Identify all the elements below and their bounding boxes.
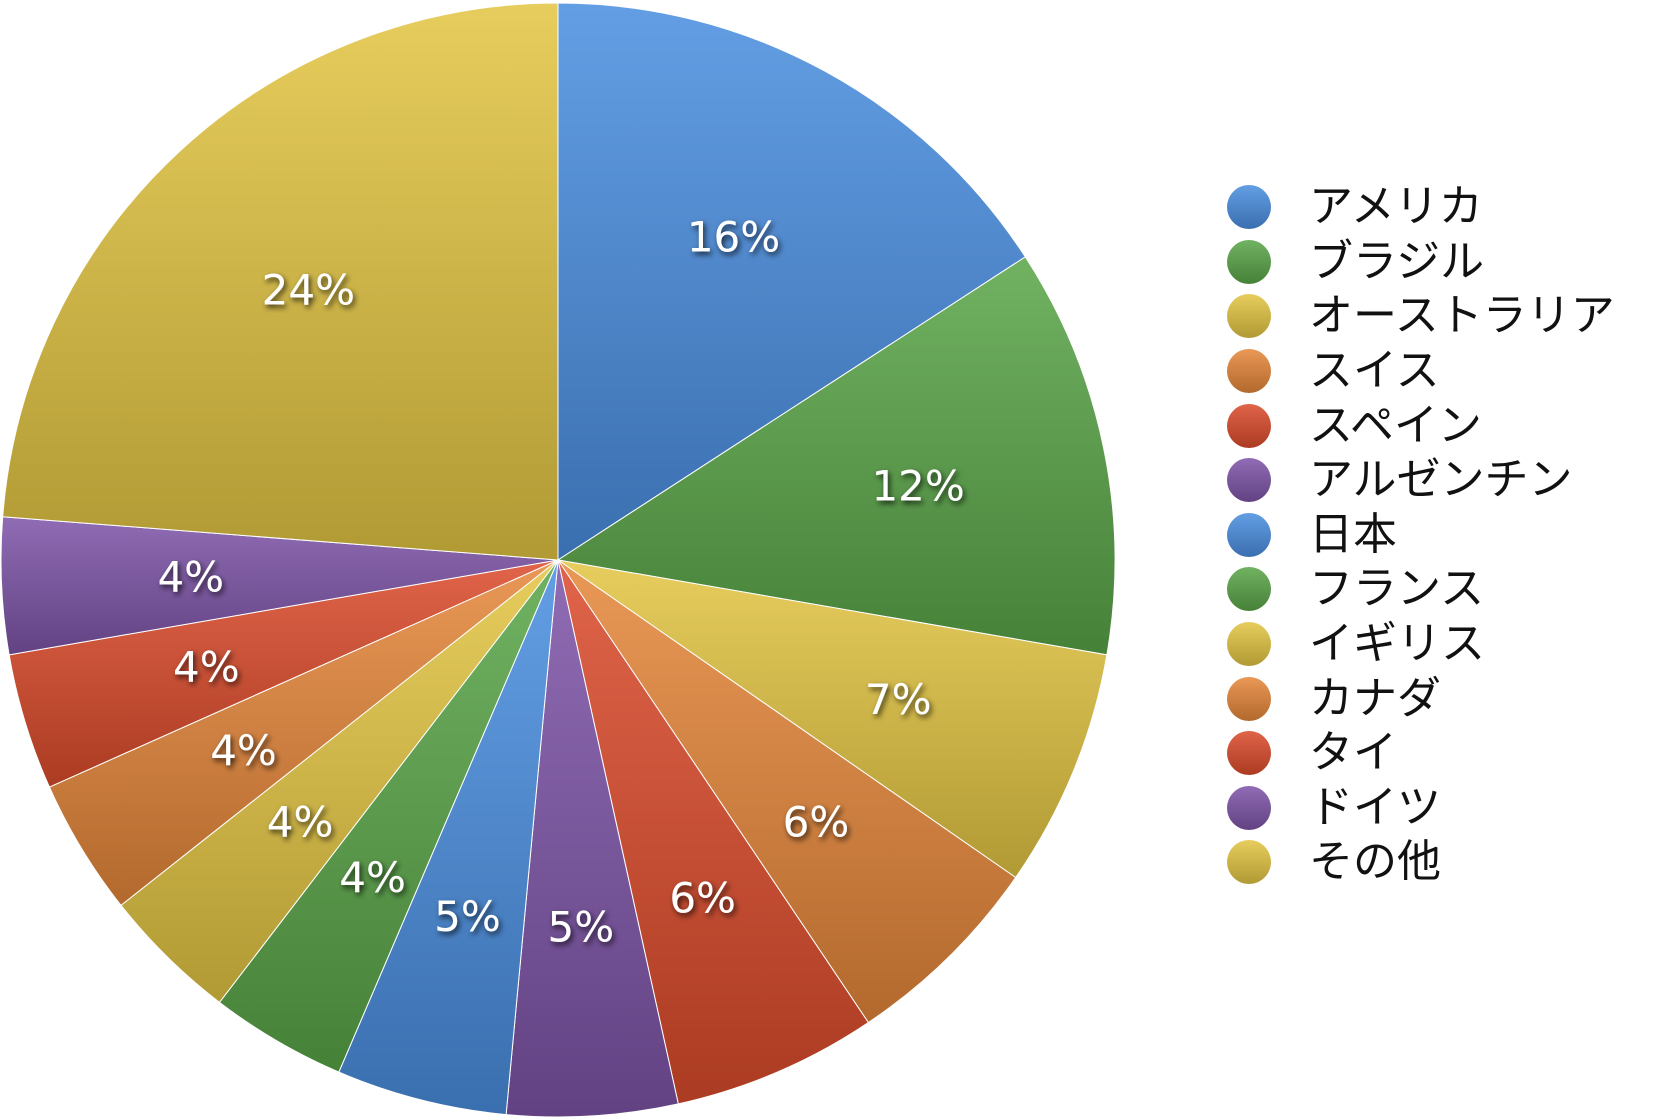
pie-data-label: 16%	[687, 212, 780, 261]
legend-swatch	[1227, 731, 1271, 776]
legend-swatch	[1227, 622, 1271, 667]
legend-item: アルゼンチン	[1227, 453, 1615, 508]
pie-data-labels: 16%12%7%6%6%5%5%4%4%4%4%4%24%	[157, 212, 964, 951]
legend-item: フランス	[1227, 562, 1615, 617]
legend-swatch	[1227, 512, 1271, 557]
legend-item: スペイン	[1227, 398, 1615, 453]
chart-legend: アメリカ ブラジル オーストラリア スイス スペイン アルゼンチン 日本 フランス イギリス カナ…	[1227, 180, 1615, 890]
pie-data-label: 5%	[434, 892, 501, 941]
legend-label: カナダ	[1309, 672, 1441, 724]
legend-item: カナダ	[1227, 671, 1615, 726]
legend-label: アルゼンチン	[1309, 454, 1573, 506]
pie-data-label: 5%	[548, 902, 615, 951]
legend-item: イギリス	[1227, 617, 1615, 672]
legend-item: オーストラリア	[1227, 289, 1615, 344]
legend-swatch	[1227, 567, 1271, 612]
legend-swatch	[1227, 239, 1271, 284]
legend-label: スペイン	[1309, 399, 1482, 451]
pie-slice-6	[505, 559, 679, 1118]
pie-slice-7	[338, 559, 559, 1116]
legend-label: スイス	[1309, 345, 1440, 397]
legend-swatch	[1227, 785, 1271, 830]
legend-swatch	[1227, 676, 1271, 721]
legend-swatch	[1227, 840, 1271, 885]
legend-item: 日本	[1227, 508, 1615, 563]
pie-data-label: 4%	[339, 853, 406, 902]
pie-data-label: 4%	[173, 643, 240, 692]
pie-data-label: 4%	[157, 553, 224, 602]
pie-slices	[0, 2, 1116, 1118]
legend-label: イギリス	[1309, 618, 1485, 670]
pie-slice-13	[2, 2, 559, 561]
legend-swatch	[1227, 294, 1271, 339]
legend-item: ドイツ	[1227, 781, 1615, 836]
pie-data-label: 6%	[783, 797, 850, 846]
pie-slice-2	[556, 256, 1116, 656]
legend-item: ブラジル	[1227, 235, 1615, 290]
pie-slice-1	[557, 2, 1026, 561]
pie-slice-3	[557, 559, 1108, 879]
pie-data-label: 4%	[267, 797, 334, 846]
pie-data-label: 6%	[669, 873, 736, 922]
legend-item: その他	[1227, 835, 1615, 890]
legend-item: タイ	[1227, 726, 1615, 781]
pie-slice-5	[557, 559, 870, 1105]
legend-item: スイス	[1227, 344, 1615, 399]
pie-data-label: 4%	[210, 726, 277, 775]
legend-label: タイ	[1309, 727, 1397, 779]
legend-label: オーストラリア	[1309, 290, 1615, 342]
legend-label: ブラジル	[1309, 235, 1485, 287]
legend-label: 日本	[1309, 508, 1397, 560]
legend-swatch	[1227, 458, 1271, 503]
legend-label: その他	[1309, 836, 1441, 888]
legend-swatch	[1227, 185, 1271, 230]
pie-data-label: 12%	[871, 462, 964, 511]
pie-slice-4	[557, 559, 1017, 1024]
legend-label: ドイツ	[1309, 781, 1441, 833]
legend-swatch	[1227, 403, 1271, 448]
pie-data-label: 24%	[262, 266, 355, 315]
legend-label: フランス	[1309, 563, 1485, 615]
legend-item: アメリカ	[1227, 180, 1615, 235]
pie-data-label: 7%	[865, 675, 932, 724]
legend-label: アメリカ	[1309, 181, 1483, 233]
legend-swatch	[1227, 349, 1271, 394]
